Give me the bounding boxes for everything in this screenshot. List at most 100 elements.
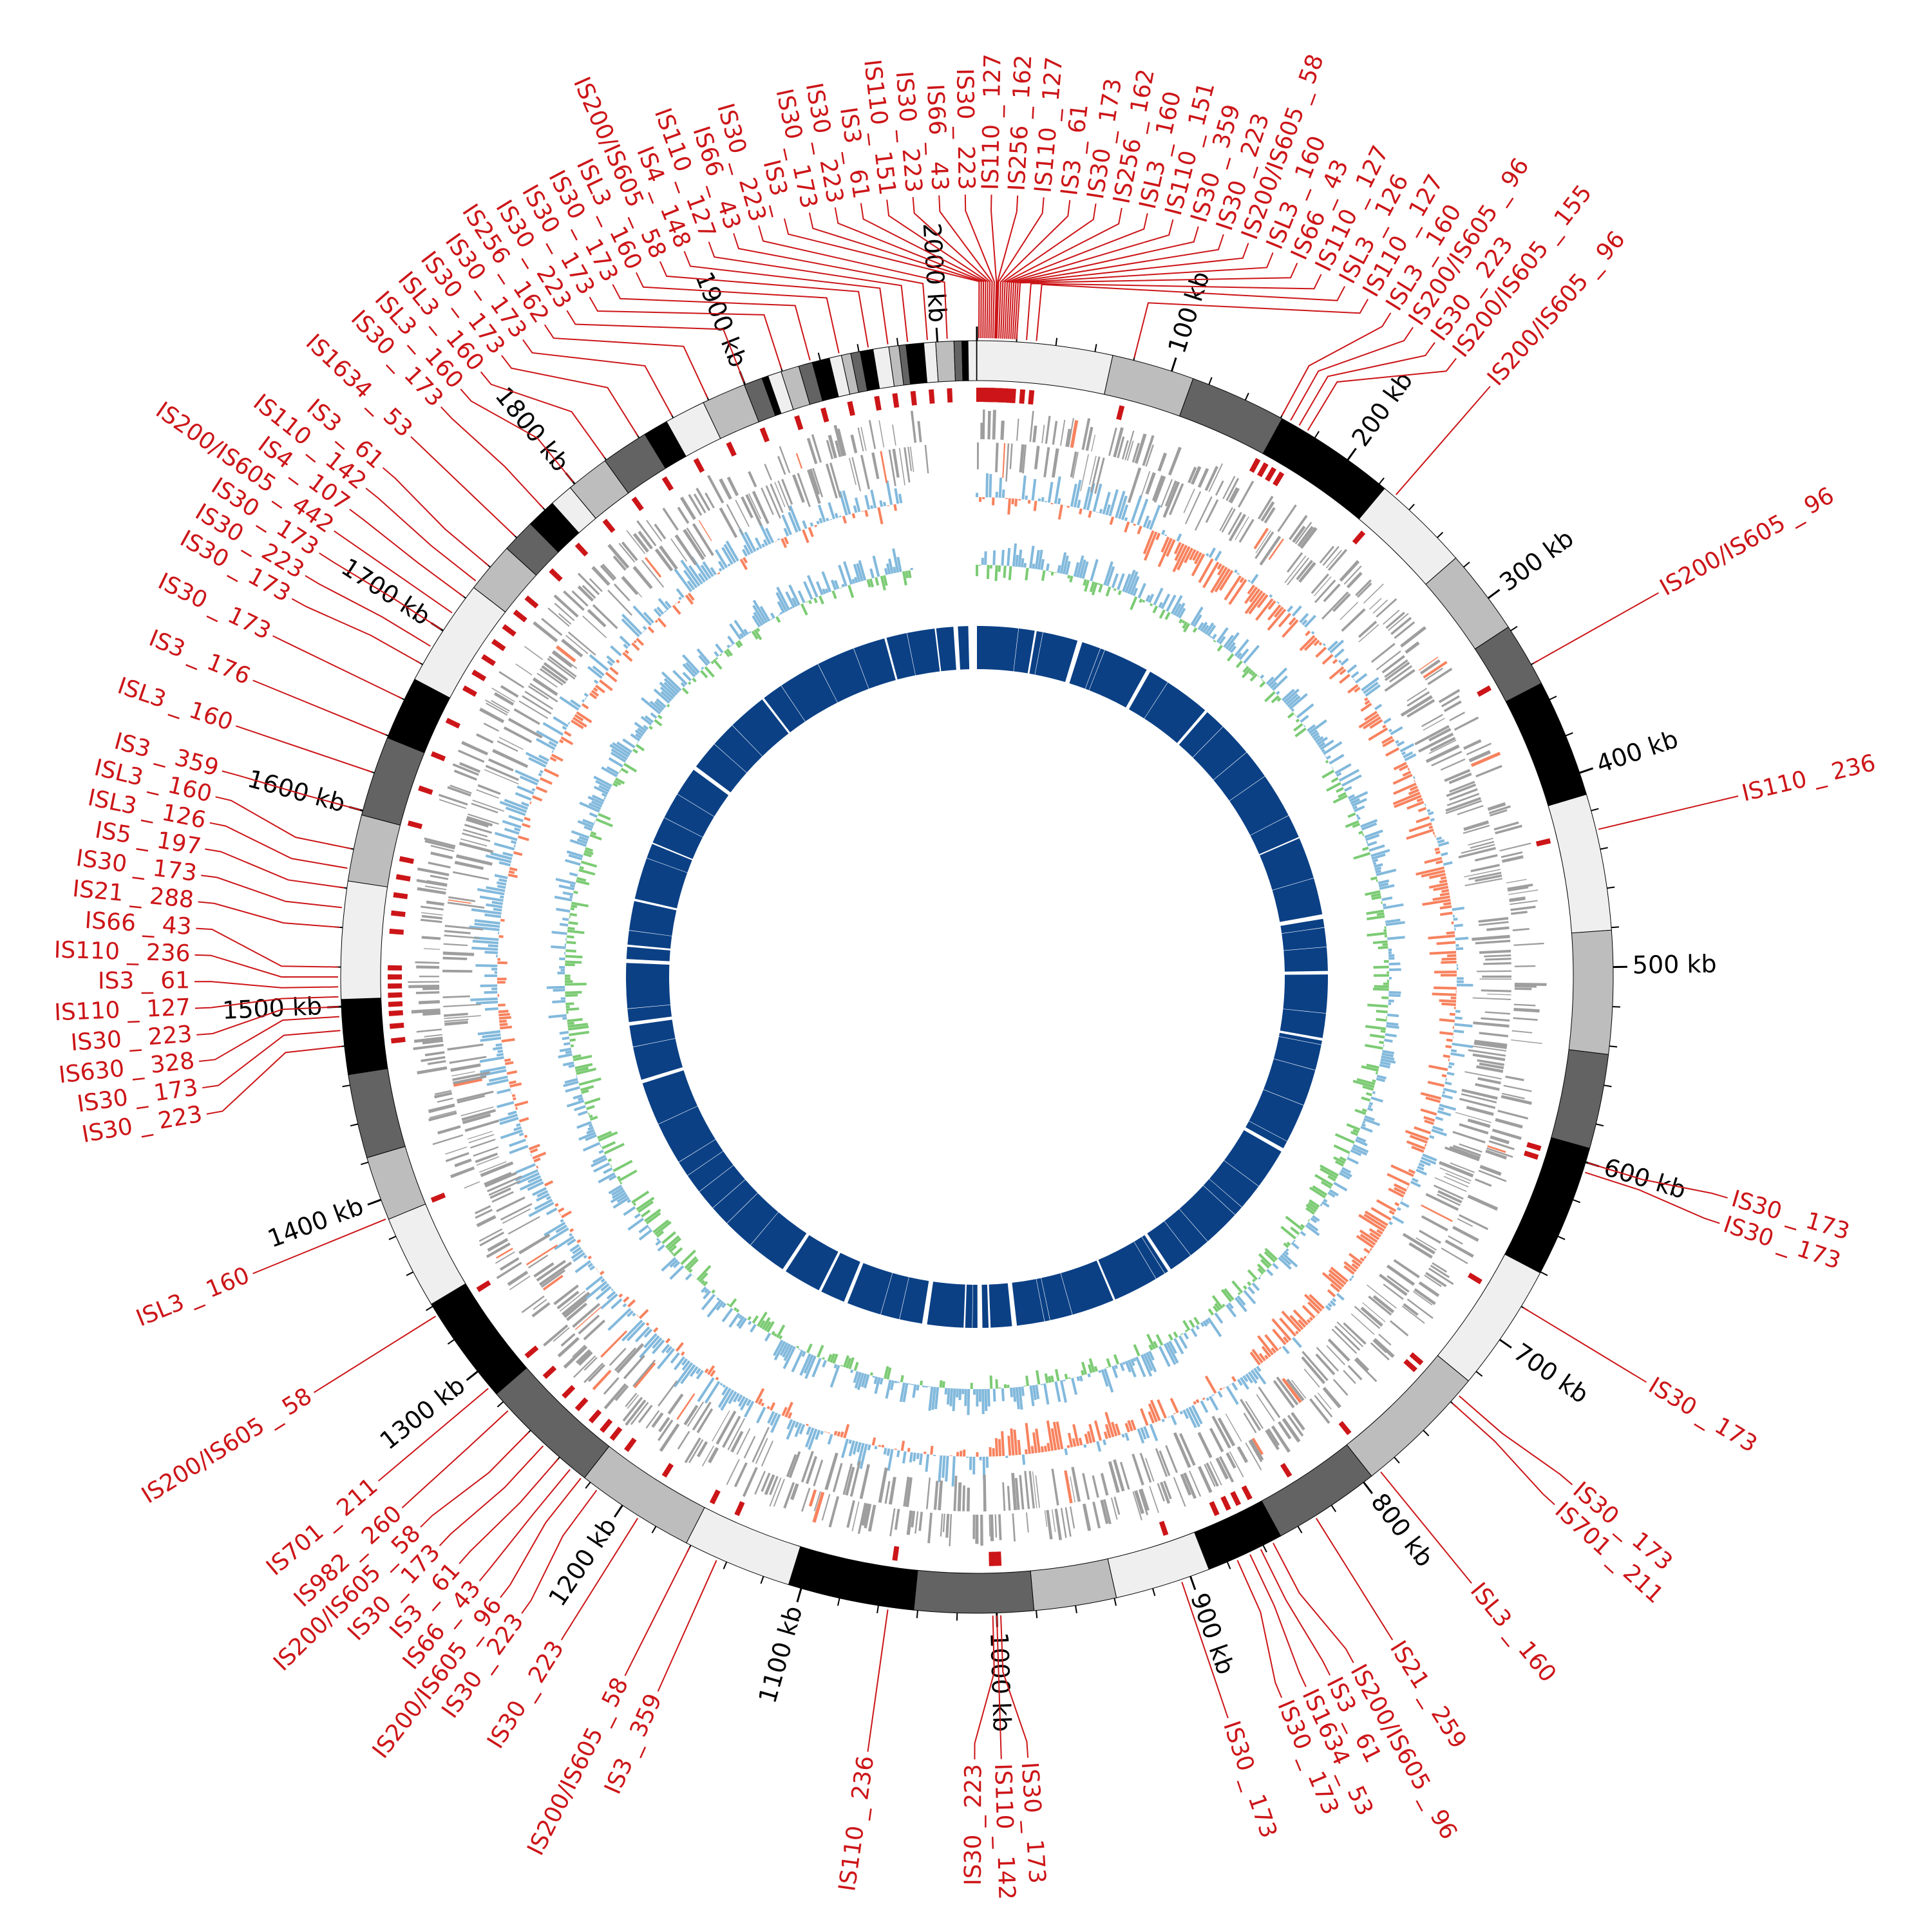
gc-content-bar bbox=[593, 786, 609, 795]
gene-feature bbox=[471, 802, 498, 814]
gc-skew-bar bbox=[576, 711, 592, 723]
gc-skew-bar bbox=[500, 1025, 513, 1030]
gc-content-bar bbox=[566, 940, 576, 945]
is-element-mark bbox=[1265, 466, 1277, 482]
gc-content-bar bbox=[902, 571, 907, 586]
gc-skew-bar bbox=[783, 527, 790, 537]
gene-feature bbox=[1301, 1356, 1326, 1385]
gene-feature bbox=[1484, 954, 1511, 958]
gc-content-bar bbox=[1227, 641, 1236, 652]
gc-content-bar bbox=[714, 650, 719, 658]
gc-skew-bar bbox=[1137, 1428, 1145, 1444]
gc-content-bar bbox=[1168, 1340, 1177, 1354]
gene-feature bbox=[905, 1477, 913, 1508]
gc-content-bar bbox=[1020, 558, 1025, 568]
is-leader-line bbox=[198, 901, 341, 928]
gc-skew-bar bbox=[1143, 1426, 1150, 1439]
gc-content-bar bbox=[1375, 1071, 1378, 1075]
is-leader-line bbox=[1026, 274, 1322, 341]
gene-feature bbox=[1449, 712, 1466, 721]
gc-skew-bar bbox=[531, 795, 543, 802]
coverage-block bbox=[927, 1282, 965, 1328]
coverage-block bbox=[727, 1193, 779, 1245]
gc-content-bar bbox=[815, 581, 824, 596]
gene-feature bbox=[906, 1510, 913, 1535]
scale-tick bbox=[1487, 589, 1501, 600]
gene-feature bbox=[1014, 1477, 1020, 1510]
gc-skew-bar bbox=[697, 573, 706, 583]
gene-feature bbox=[522, 695, 552, 715]
gc-skew-bar bbox=[471, 908, 502, 915]
gc-skew-bar bbox=[519, 775, 538, 786]
is-leader-line bbox=[194, 996, 339, 1009]
gc-content-bar bbox=[611, 1187, 624, 1197]
gc-content-bar bbox=[1043, 1383, 1050, 1405]
coverage-block bbox=[629, 901, 677, 936]
gc-skew-bar bbox=[1420, 1092, 1442, 1100]
gc-content-bar bbox=[1069, 575, 1074, 583]
gc-skew-bar bbox=[621, 1320, 643, 1342]
gc-skew-bar bbox=[1433, 886, 1449, 891]
gc-skew-bar bbox=[1231, 1376, 1236, 1382]
gc-content-bar bbox=[853, 1371, 859, 1383]
gc-skew-bar bbox=[527, 1181, 544, 1191]
gc-content-bar bbox=[761, 1317, 771, 1330]
gc-content-bar bbox=[1294, 727, 1307, 738]
gene-feature bbox=[983, 1474, 987, 1511]
gc-content-bar bbox=[681, 654, 700, 674]
gc-content-bar bbox=[644, 715, 654, 724]
gc-content-bar bbox=[645, 1212, 661, 1225]
gene-feature bbox=[484, 769, 519, 785]
gc-content-bar bbox=[1362, 1085, 1374, 1091]
gene-feature bbox=[1197, 468, 1209, 488]
is-element-mark bbox=[989, 1551, 994, 1566]
gene-feature bbox=[1149, 1486, 1159, 1513]
gc-content-bar bbox=[1119, 1363, 1125, 1372]
gc-content-bar bbox=[907, 570, 912, 578]
gc-skew-bar bbox=[498, 1113, 518, 1122]
gc-content-bar bbox=[654, 1220, 672, 1236]
gc-content-bar bbox=[1350, 1149, 1362, 1157]
gc-content-bar bbox=[806, 574, 819, 598]
gc-skew-bar bbox=[1035, 1428, 1041, 1453]
gene-feature bbox=[861, 1503, 869, 1526]
gene-feature bbox=[933, 1481, 939, 1510]
gene-feature bbox=[462, 832, 491, 842]
coverage-block bbox=[1144, 682, 1206, 743]
gc-content-bar bbox=[879, 1378, 884, 1385]
gene-feature bbox=[1477, 1059, 1505, 1066]
gc-skew-bar bbox=[696, 1370, 704, 1380]
gc-skew-bar bbox=[528, 757, 547, 768]
gc-content-bar bbox=[800, 603, 808, 616]
gc-skew-bar bbox=[518, 1117, 529, 1122]
gene-feature bbox=[813, 1459, 824, 1486]
gene-feature bbox=[451, 1071, 475, 1077]
gc-content-bar bbox=[1213, 639, 1217, 643]
gene-feature bbox=[1334, 1325, 1361, 1351]
gene-feature bbox=[566, 1302, 587, 1321]
gene-feature bbox=[692, 523, 714, 556]
gc-content-bar bbox=[703, 1280, 708, 1287]
gc-content-bar bbox=[1385, 918, 1401, 923]
gc-skew-bar bbox=[623, 643, 629, 649]
gc-content-bar bbox=[804, 1355, 817, 1379]
gc-skew-bar bbox=[652, 1340, 665, 1354]
gc-content-bar bbox=[1290, 1226, 1300, 1235]
gc-content-bar bbox=[1081, 561, 1089, 580]
gene-feature bbox=[1501, 1092, 1525, 1099]
gene-feature bbox=[1082, 1503, 1092, 1531]
gc-skew-bar bbox=[593, 679, 599, 685]
gene-feature bbox=[1372, 1340, 1387, 1354]
gc-skew-bar bbox=[1130, 495, 1142, 524]
gene-feature bbox=[1325, 549, 1342, 569]
gene-feature bbox=[1219, 507, 1233, 531]
is-element-mark bbox=[1535, 838, 1551, 847]
is-element-mark bbox=[1010, 388, 1016, 403]
coverage-block bbox=[642, 1070, 697, 1124]
gc-skew-bar bbox=[496, 1053, 504, 1057]
gene-feature bbox=[542, 1274, 564, 1291]
gc-content-bar bbox=[682, 663, 696, 677]
gc-content-bar bbox=[942, 1381, 945, 1388]
gc-content-bar bbox=[1071, 1378, 1078, 1395]
gc-content-bar bbox=[616, 741, 632, 753]
